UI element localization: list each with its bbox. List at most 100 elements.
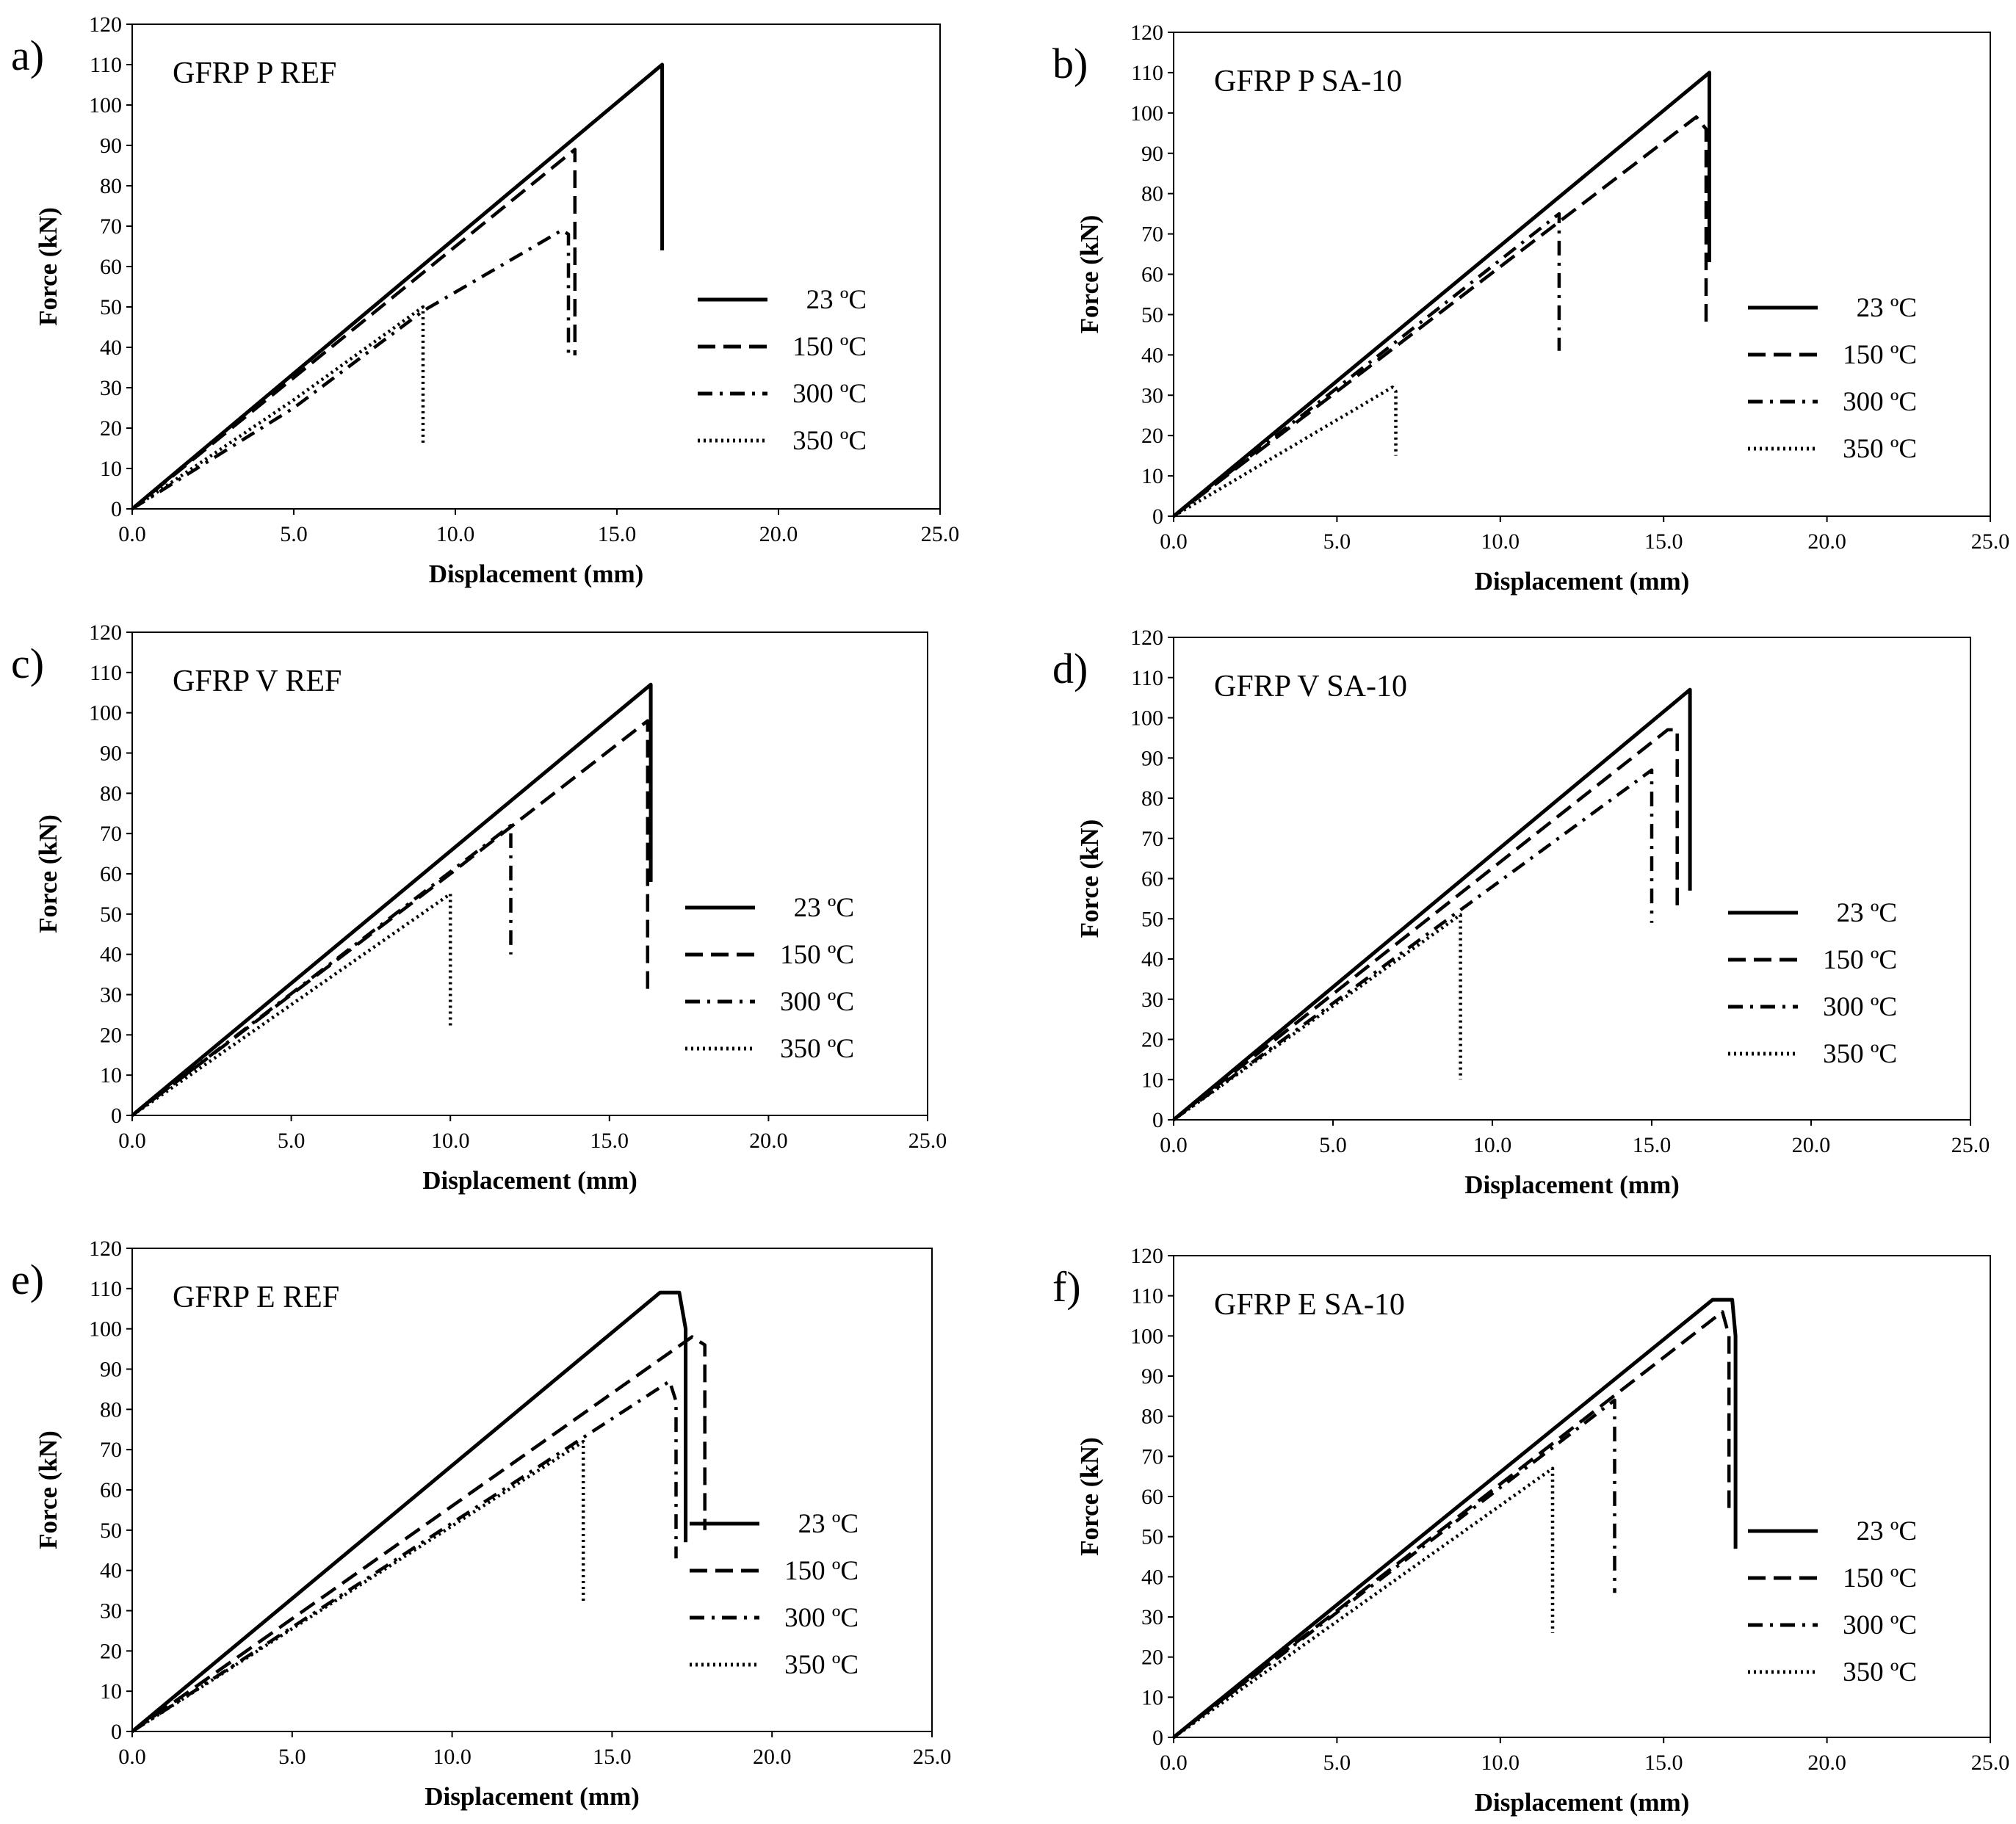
y-tick-label: 30 [100,376,122,400]
legend-label: 150 ºC [1843,1563,1917,1593]
y-tick-label: 100 [89,1317,122,1342]
y-tick-label: 20 [1141,1646,1163,1670]
chart-title: GFRP E SA-10 [1214,1288,1405,1322]
series-line-dashed [131,719,650,1117]
y-tick-label: 10 [1141,464,1163,488]
x-tick-label: 20.0 [1807,1751,1846,1775]
legend-label: 23 ºC [794,893,854,923]
legend-label: 350 ºC [1843,1657,1917,1687]
legend-label: 350 ºC [780,1034,854,1064]
y-tick-label: 0 [111,1720,122,1744]
y-tick-label: 100 [89,701,122,725]
y-tick-label: 80 [1141,182,1163,206]
y-tick-label: 60 [100,1478,122,1502]
legend-label: 150 ºC [1843,340,1917,370]
y-tick-label: 70 [100,1438,122,1462]
x-tick-label: 15.0 [1644,1751,1683,1775]
legend: 23 ºC 150 ºC 300 ºC 350 ºC [1728,898,1897,1069]
y-tick-label: 90 [100,1358,122,1382]
series-line-dashdot [131,228,571,510]
series-line-dotted [1172,913,1462,1121]
series-line-dotted [131,1439,585,1733]
y-tick-label: 0 [111,497,122,521]
legend-label: 300 ºC [1823,992,1897,1022]
chart-title: GFRP E REF [173,1281,339,1314]
y-tick-label: 120 [1130,626,1163,650]
y-tick-label: 10 [100,457,122,481]
y-tick-label: 100 [1130,101,1163,126]
y-tick-label: 20 [1141,1028,1163,1052]
x-tick-label: 25.0 [913,1745,952,1769]
y-axis-label: Force (kN) [1075,215,1104,334]
x-tick-label: 20.0 [1792,1133,1831,1157]
x-tick-label: 5.0 [1323,1751,1351,1775]
series-line-dashed [131,1335,707,1733]
y-tick-label: 20 [100,1023,122,1047]
x-tick-label: 25.0 [1951,1133,1990,1157]
chart-panel-e: 0 10 20 30 40 50 60 70 80 90 100 110 120 0.0 5.0 10.0 15… [11,1237,951,1811]
legend: 23 ºC 150 ºC 300 ºC 350 ºC [1748,293,1917,464]
x-axis-label: Displacement (mm) [429,560,644,588]
y-tick-label: 120 [89,1237,122,1261]
y-tick-label: 70 [1141,222,1163,247]
series-line-solid [131,62,665,510]
y-tick-label: 10 [100,1679,122,1704]
y-tick-label: 40 [100,943,122,967]
x-tick-label: 25.0 [1971,1751,2010,1775]
x-axis-label: Displacement (mm) [1475,567,1690,596]
y-tick-label: 40 [1141,1565,1163,1589]
y-tick-label: 50 [1141,1525,1163,1549]
y-tick-label: 110 [90,53,122,77]
x-axis-label: Displacement (mm) [1475,1788,1690,1817]
legend-label: 23 ºC [798,1509,859,1539]
y-tick-label: 50 [1141,907,1163,931]
x-tick-label: 15.0 [590,1129,629,1153]
panel-letter: d) [1052,645,1088,692]
y-tick-label: 10 [1141,1068,1163,1092]
chart-panel-f: 0 10 20 30 40 50 60 70 80 90 100 110 120 0.0 5.0 10.0 15… [1052,1244,2009,1817]
legend-label: 23 ºC [806,285,867,315]
chart-panel-c: 0 10 20 30 40 50 60 70 80 90 100 110 120 0.0 5.0 10.0 15… [11,620,947,1195]
chart-title: GFRP V SA-10 [1214,670,1407,703]
y-tick-label: 30 [100,1599,122,1624]
legend-label: 350 ºC [1843,434,1917,464]
series-line-dashdot [131,1379,678,1733]
legend: 23 ºC 150 ºC 300 ºC 350 ºC [1748,1516,1917,1687]
y-tick-label: 30 [1141,1605,1163,1629]
y-tick-label: 110 [1131,1284,1163,1309]
y-tick-label: 0 [111,1104,122,1128]
series-line-dashdot [1172,768,1654,1121]
x-tick-label: 20.0 [753,1745,792,1769]
y-tick-label: 100 [1130,1324,1163,1348]
y-tick-label: 70 [100,214,122,239]
chart-panel-a: 0 10 20 30 40 50 60 70 80 90 100 110 120 0.0 5.0 10.0 15… [11,12,959,588]
y-tick-label: 80 [100,1397,122,1422]
series-line-solid [1172,1298,1738,1739]
y-tick-label: 50 [100,902,122,927]
y-tick-label: 40 [100,336,122,360]
y-tick-label: 60 [100,862,122,886]
x-tick-label: 5.0 [1319,1133,1347,1157]
series-line-solid [1172,687,1692,1121]
y-tick-label: 10 [1141,1685,1163,1709]
legend-label: 150 ºC [784,1556,859,1586]
y-tick-label: 90 [1141,1364,1163,1389]
y-tick-label: 30 [1141,383,1163,408]
legend-label: 23 ºC [1857,293,1917,323]
legend-label: 23 ºC [1837,898,1897,928]
chart-panel-b: 0 10 20 30 40 50 60 70 80 90 100 110 120 0.0 5.0 10.0 15… [1052,21,2009,596]
x-tick-label: 20.0 [759,522,798,546]
x-tick-label: 0.0 [1160,1133,1188,1157]
series-line-dashed [1172,1310,1731,1739]
y-axis-label: Force (kN) [34,814,62,933]
y-tick-label: 60 [1141,263,1163,287]
y-tick-label: 10 [100,1063,122,1087]
x-tick-label: 10.0 [1473,1133,1512,1157]
y-axis-label: Force (kN) [34,207,62,326]
y-tick-label: 70 [1141,1444,1163,1469]
x-tick-label: 5.0 [278,1745,306,1769]
panel-letter: b) [1052,40,1088,87]
y-tick-label: 80 [100,174,122,198]
series-line-dotted [131,305,425,510]
x-tick-label: 25.0 [908,1129,947,1153]
